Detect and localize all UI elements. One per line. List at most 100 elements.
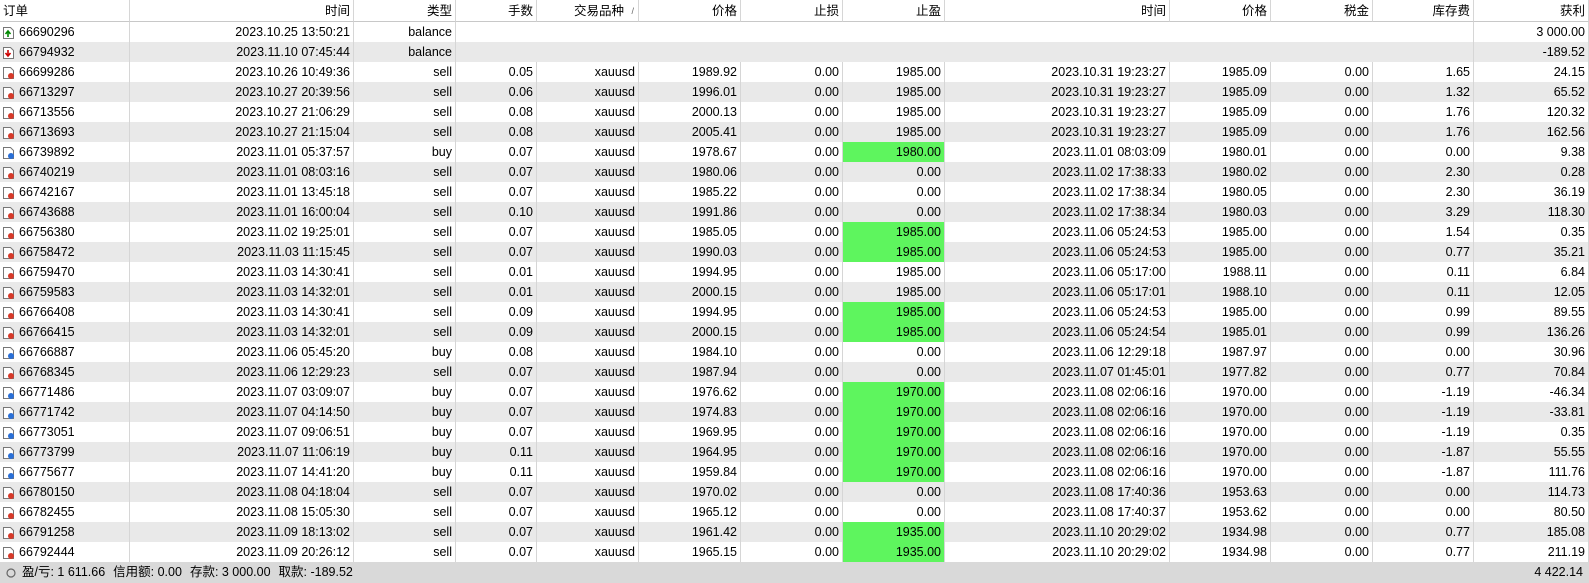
cell-text: 0.00 (1344, 345, 1369, 359)
table-cell: 2000.13 (639, 102, 741, 122)
cell-text: 2023.11.09 18:13:02 (236, 525, 350, 539)
table-row[interactable]: 66775677 2023.11.07 14:41:20 buy 0.11 xauusd… (0, 462, 1589, 482)
table-cell: 2023.11.01 08:03:09 (945, 142, 1170, 162)
column-header[interactable]: 库存费 (1373, 0, 1474, 22)
cell-text: 66771742 (19, 405, 75, 419)
cell-text: 0.00 (814, 425, 839, 439)
table-cell: 0.00 (741, 522, 843, 542)
table-cell: 1.54 (1373, 222, 1474, 242)
column-header[interactable]: 止损 (741, 0, 843, 22)
table-row[interactable]: 66792444 2023.11.09 20:26:12 sell 0.07 xauus… (0, 542, 1589, 562)
cell-text: buy (431, 465, 452, 479)
table-row[interactable]: 66768345 2023.11.06 12:29:23 sell 0.07 xauus… (0, 362, 1589, 382)
cell-text: 0.77 (1445, 525, 1470, 539)
cell-text: 35.21 (1553, 245, 1585, 259)
table-cell: 0.07 (456, 162, 537, 182)
cell-text: -1.87 (1441, 445, 1471, 459)
cell-text: 0.00 (1445, 505, 1470, 519)
column-header[interactable]: 止盈 (843, 0, 945, 22)
order-icon (3, 486, 14, 499)
table-row[interactable]: 66690296 2023.10.25 13:50:21 balance 3 000.… (0, 22, 1589, 42)
table-row[interactable]: 66743688 2023.11.01 16:00:04 sell 0.10 xauus… (0, 202, 1589, 222)
cell-text: 1991.86 (691, 205, 737, 219)
table-cell: 2023.11.08 15:05:30 (130, 502, 354, 522)
cell-text: 1985.09 (1221, 85, 1267, 99)
cell-text: sell (433, 65, 452, 79)
cell-text: 0.28 (1560, 165, 1585, 179)
table-row[interactable]: 66758472 2023.11.03 11:15:45 sell 0.07 xauus… (0, 242, 1589, 262)
table-row[interactable]: 66739892 2023.11.01 05:37:57 buy 0.07 xauusd… (0, 142, 1589, 162)
column-header[interactable]: 类型 (354, 0, 456, 22)
cell-text: 1985.00 (895, 105, 941, 119)
cell-text: 0.07 (508, 405, 533, 419)
table-row[interactable]: 66791258 2023.11.09 18:13:02 sell 0.07 xauus… (0, 522, 1589, 542)
table-row[interactable]: 66766408 2023.11.03 14:30:41 sell 0.09 xauus… (0, 302, 1589, 322)
cell-text: 118.30 (1547, 205, 1585, 219)
cell-text: 2023.11.02 17:38:34 (1052, 205, 1166, 219)
table-cell: 1934.98 (1170, 522, 1271, 542)
cell-text: 2023.11.06 05:24:54 (1052, 325, 1166, 339)
column-header[interactable]: 税金 (1271, 0, 1373, 22)
table-cell: 2023.11.07 09:06:51 (130, 422, 354, 442)
table-row[interactable]: 66713556 2023.10.27 21:06:29 sell 0.08 xauus… (0, 102, 1589, 122)
table-row[interactable]: 66773051 2023.11.07 09:06:51 buy 0.07 xauusd… (0, 422, 1589, 442)
table-cell: sell (354, 362, 456, 382)
table-row[interactable]: 66742167 2023.11.01 13:45:18 sell 0.07 xauus… (0, 182, 1589, 202)
table-cell: 0.35 (1474, 222, 1589, 242)
table-row[interactable]: 66766887 2023.11.06 05:45:20 buy 0.08 xauusd… (0, 342, 1589, 362)
table-row[interactable]: 66766415 2023.11.03 14:32:01 sell 0.09 xauus… (0, 322, 1589, 342)
table-row[interactable]: 66771742 2023.11.07 04:14:50 buy 0.07 xauusd… (0, 402, 1589, 422)
column-header[interactable]: 获利 (1474, 0, 1589, 22)
table-cell: 0.00 (741, 122, 843, 142)
table-row[interactable]: 66780150 2023.11.08 04:18:04 sell 0.07 xauus… (0, 482, 1589, 502)
table-row[interactable]: 66713693 2023.10.27 21:15:04 sell 0.08 xauus… (0, 122, 1589, 142)
table-row[interactable]: 66756380 2023.11.02 19:25:01 sell 0.07 xauus… (0, 222, 1589, 242)
table-row[interactable]: 66771486 2023.11.07 03:09:07 buy 0.07 xauusd… (0, 382, 1589, 402)
table-cell: xauusd (537, 242, 639, 262)
table-cell: 2005.41 (639, 122, 741, 142)
column-header[interactable]: 手数 (456, 0, 537, 22)
cell-text: 0.00 (1344, 85, 1369, 99)
column-header[interactable]: 价格 (1170, 0, 1271, 22)
table-cell: 1980.06 (639, 162, 741, 182)
table-row[interactable]: 66794932 2023.11.10 07:45:44 balance -189.5… (0, 42, 1589, 62)
column-header[interactable]: 时间 (130, 0, 354, 22)
column-header[interactable]: 价格 (639, 0, 741, 22)
footer-item: 取款: -189.52 (278, 565, 353, 579)
cell-text: xauusd (594, 145, 635, 159)
cell-text: 3.29 (1445, 205, 1470, 219)
column-header[interactable]: 订单 (0, 0, 130, 22)
cell-text: 1977.82 (1221, 365, 1267, 379)
order-icon (3, 366, 14, 379)
table-cell: sell (354, 102, 456, 122)
table-cell: 0.00 (1271, 262, 1373, 282)
table-cell: 1985.00 (843, 122, 945, 142)
cell-text: 185.08 (1546, 525, 1585, 539)
order-icon (3, 426, 14, 439)
cell-text: 0.06 (508, 85, 533, 99)
table-row[interactable]: 66782455 2023.11.08 15:05:30 sell 0.07 xauus… (0, 502, 1589, 522)
table-cell: 0.00 (1271, 182, 1373, 202)
table-cell: buy (354, 402, 456, 422)
cell-text: 0.00 (814, 465, 839, 479)
table-row[interactable]: 66759470 2023.11.03 14:30:41 sell 0.01 xauus… (0, 262, 1589, 282)
table-cell: 66782455 (0, 502, 130, 522)
table-cell: sell (354, 282, 456, 302)
cell-text: 2023.11.08 02:06:16 (1052, 425, 1166, 439)
table-row[interactable]: 66740219 2023.11.01 08:03:16 sell 0.07 xauus… (0, 162, 1589, 182)
table-cell: 1974.83 (639, 402, 741, 422)
table-row[interactable]: 66713297 2023.10.27 20:39:56 sell 0.06 xauus… (0, 82, 1589, 102)
cell-text: 0.00 (1344, 465, 1369, 479)
table-row[interactable]: 66699286 2023.10.26 10:49:36 sell 0.05 xauus… (0, 62, 1589, 82)
cell-text: -1.87 (1441, 465, 1471, 479)
table-cell: 0.00 (1271, 422, 1373, 442)
table-row[interactable]: 66773799 2023.11.07 11:06:19 buy 0.11 xauusd… (0, 442, 1589, 462)
table-cell: 0.07 (456, 142, 537, 162)
table-row[interactable]: 66759583 2023.11.03 14:32:01 sell 0.01 xauus… (0, 282, 1589, 302)
table-cell: -1.19 (1373, 382, 1474, 402)
column-header[interactable]: 时间 (945, 0, 1170, 22)
cell-text: 0.05 (508, 65, 533, 79)
column-header[interactable]: 交易品种 / (537, 0, 639, 22)
cell-text: 1985.00 (1221, 225, 1267, 239)
table-cell: 2023.10.31 19:23:27 (945, 62, 1170, 82)
